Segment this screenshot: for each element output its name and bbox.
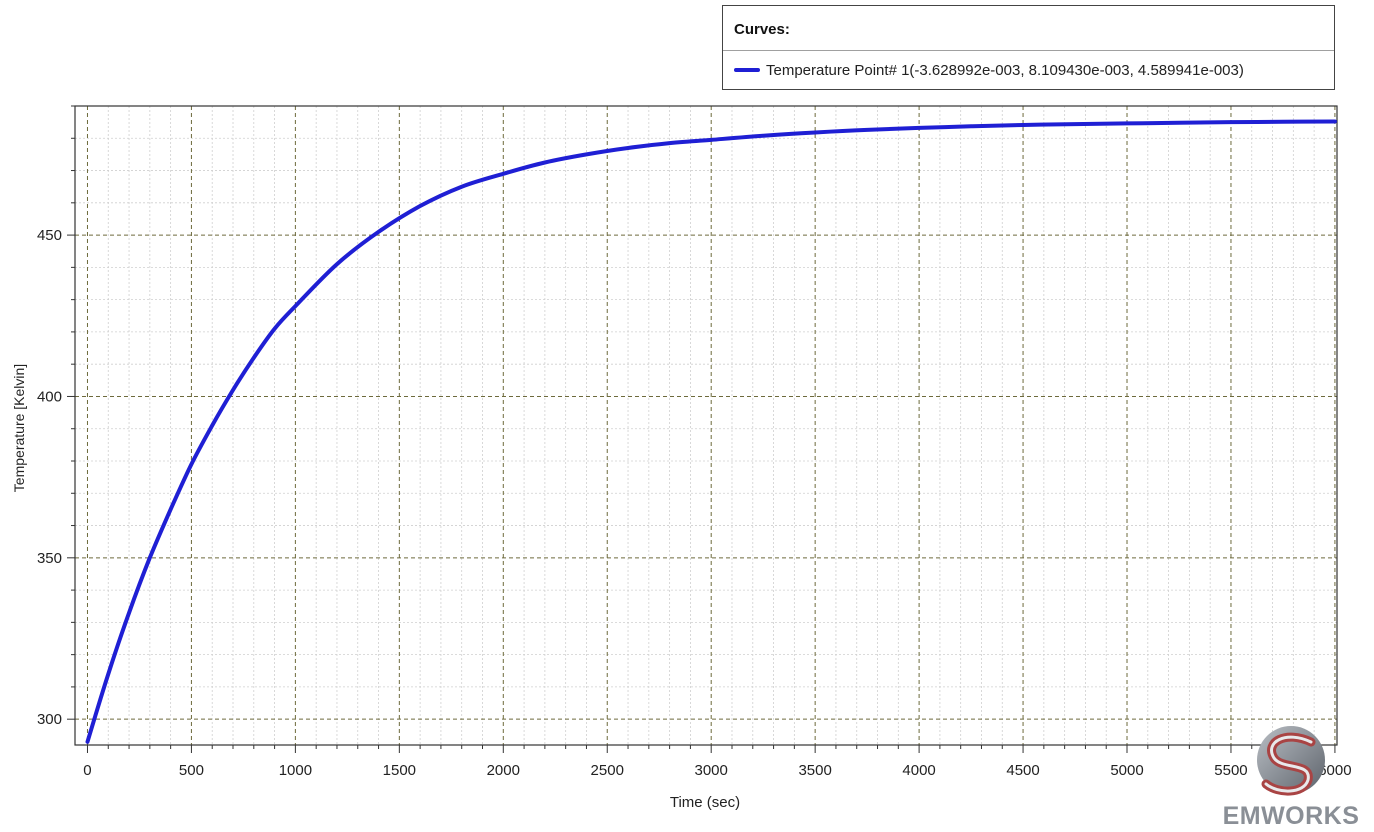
legend-title: Curves: — [723, 6, 1334, 51]
y-tick-label: 350 — [37, 550, 62, 567]
y-axis-label: Temperature [Kelvin] — [11, 364, 27, 492]
x-tick-label: 2500 — [591, 762, 624, 779]
x-tick-labels: 0 500 1000 1500 2000 2500 3000 3500 4000 4500 5000… — [83, 762, 1351, 779]
emworks-logo: EMWORKS — [1216, 722, 1366, 832]
x-tick-label: 1000 — [279, 762, 312, 779]
y-tick-labels: 300 350 400 450 — [37, 227, 62, 728]
legend: Curves: Temperature Point# 1(-3.628992e-… — [722, 5, 1335, 90]
logo-mark-icon — [1257, 726, 1325, 796]
x-tick-label: 0 — [83, 762, 91, 779]
x-tick-label: 6000 — [1318, 762, 1351, 779]
x-tick-label: 2000 — [487, 762, 520, 779]
x-tick-label: 4000 — [902, 762, 935, 779]
x-tick-label: 1500 — [383, 762, 416, 779]
x-tick-label: 500 — [179, 762, 204, 779]
major-gridlines — [75, 106, 1337, 745]
x-tick-label: 3000 — [695, 762, 728, 779]
x-tick-label: 3500 — [798, 762, 831, 779]
x-tick-label: 5000 — [1110, 762, 1143, 779]
legend-line-swatch — [734, 68, 760, 72]
x-axis-label: Time (sec) — [670, 794, 740, 811]
series-layer — [85, 119, 1337, 744]
logo-text: EMWORKS — [1222, 802, 1360, 830]
series-line-temperature-point-1 — [85, 119, 1337, 744]
plot-area — [74, 105, 1338, 746]
x-tick-label: 5500 — [1214, 762, 1247, 779]
legend-item-label: Temperature Point# 1(-3.628992e-003, 8.1… — [766, 61, 1244, 79]
y-tick-label: 300 — [37, 711, 62, 728]
y-tick-label: 450 — [37, 227, 62, 244]
axis-ticks — [67, 105, 1336, 753]
x-tick-label: 4500 — [1006, 762, 1039, 779]
y-tick-label: 400 — [37, 388, 62, 405]
legend-item[interactable]: Temperature Point# 1(-3.628992e-003, 8.1… — [723, 51, 1334, 89]
minor-gridlines — [75, 105, 1337, 745]
